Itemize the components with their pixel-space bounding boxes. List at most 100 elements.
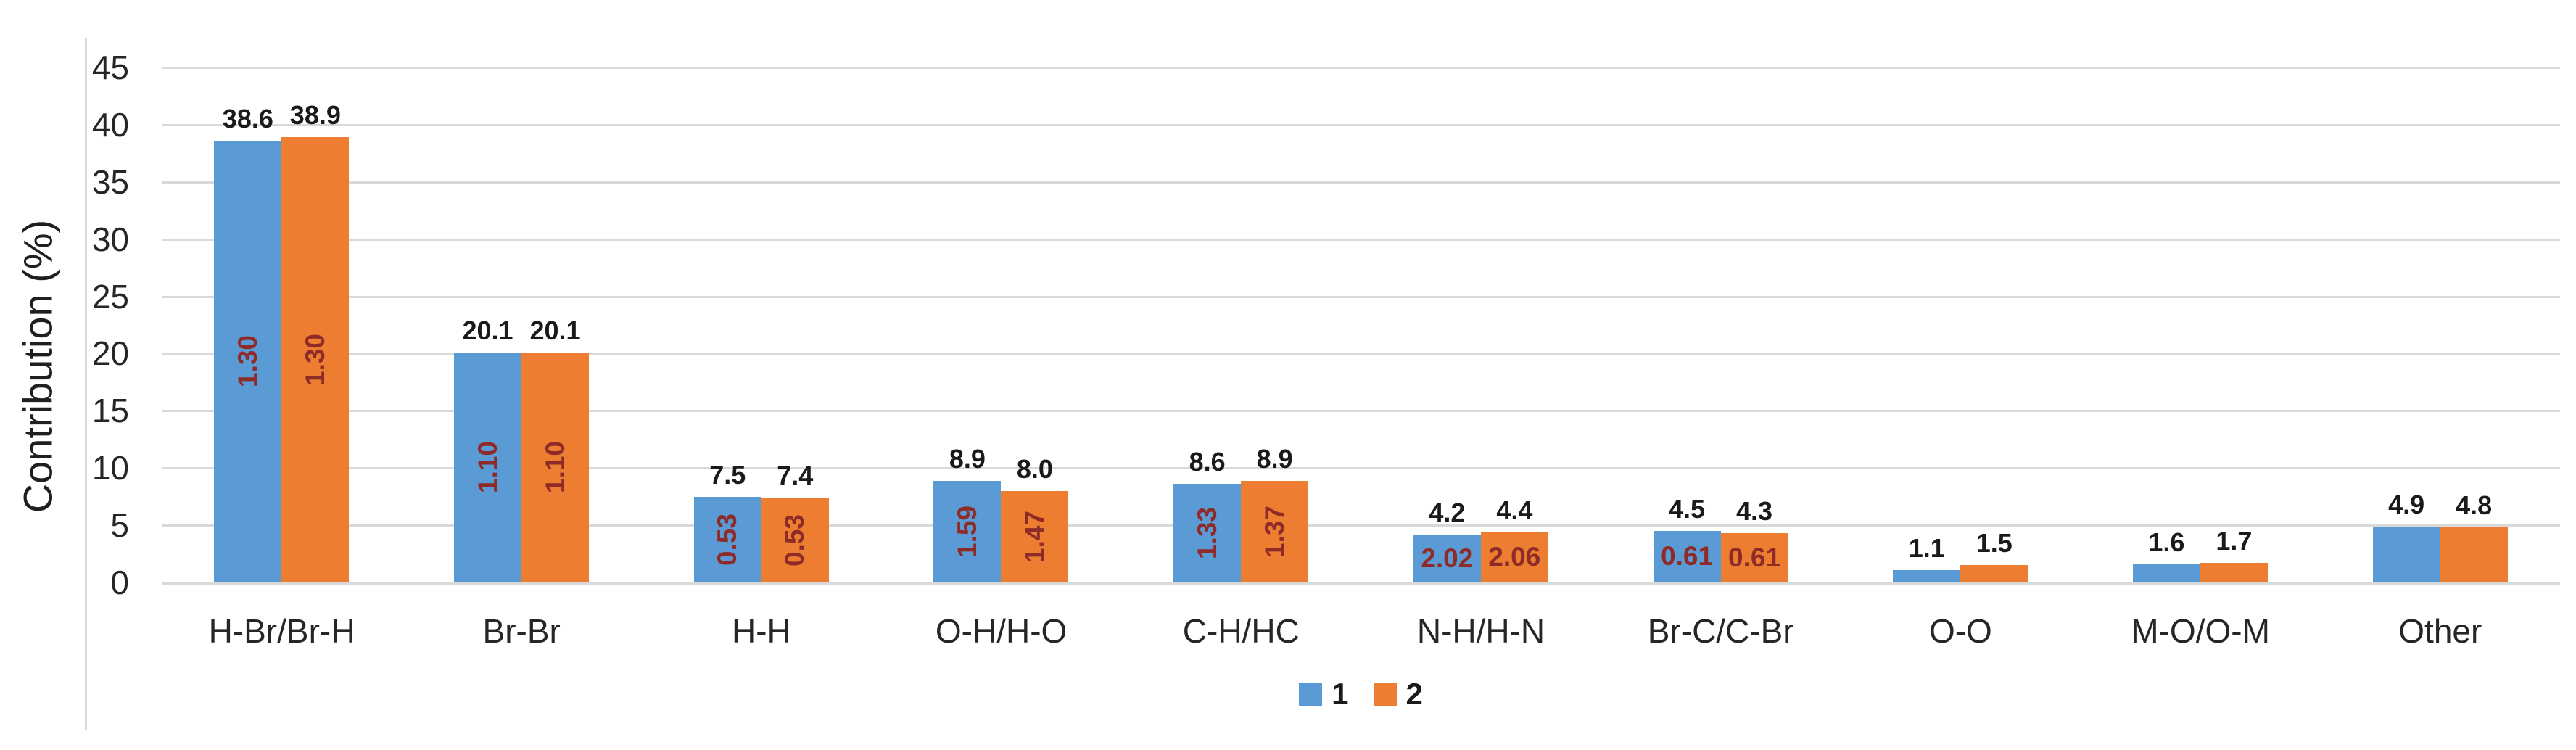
value-label-series2-6: 4.3 — [1736, 496, 1773, 527]
x-category-label-c-h-hc: C-H/HC — [1182, 612, 1300, 650]
gridline-y-40 — [162, 123, 2560, 126]
x-category-label-h-br-br-h: H-Br/Br-H — [208, 612, 355, 650]
inside-label-series1-6: 0.61 — [1661, 541, 1714, 572]
y-tick-label-30: 30 — [91, 220, 129, 258]
bar-series2-h-br-br-h[interactable] — [281, 137, 350, 582]
bar-series1-m-o-o-m[interactable] — [2132, 564, 2200, 582]
bar-series1-other[interactable] — [2372, 526, 2440, 582]
legend-label-series2: 2 — [1405, 677, 1423, 711]
value-label-series1-2: 7.5 — [709, 459, 746, 490]
inside-label-series2-0: 1.30 — [300, 334, 330, 387]
value-label-series1-8: 1.6 — [2148, 527, 2185, 557]
inside-label-wrap-series1-6: 0.61 — [1654, 531, 1721, 582]
y-tick-label-25: 25 — [91, 277, 129, 316]
value-label-series1-6: 4.5 — [1669, 493, 1706, 524]
inside-label-series2-2: 0.53 — [780, 514, 810, 566]
bar-series1-o-o[interactable] — [1893, 569, 1961, 582]
bar-series1-h-br-br-h[interactable] — [214, 140, 282, 582]
y-tick-label-35: 35 — [91, 162, 129, 201]
value-label-series1-4: 8.6 — [1189, 447, 1226, 477]
inside-label-wrap-series2-2: 0.53 — [761, 498, 829, 582]
y-axis-line — [85, 38, 87, 730]
bar-series1-o-h-h-o[interactable] — [933, 480, 1002, 582]
bar-series2-other[interactable] — [2440, 527, 2508, 582]
value-label-series2-0: 38.9 — [289, 100, 341, 131]
bar-series2-br-br[interactable] — [521, 352, 590, 582]
inside-label-series1-5: 2.02 — [1421, 543, 1474, 573]
x-category-label-o-h-h-o: O-H/H-O — [935, 612, 1068, 650]
value-label-series1-7: 1.1 — [1908, 532, 1945, 563]
inside-label-series2-5: 2.06 — [1488, 542, 1541, 572]
value-label-series2-8: 1.7 — [2216, 526, 2253, 556]
legend-item-series1[interactable]: 1 — [1299, 677, 1349, 711]
value-label-series1-1: 20.1 — [462, 315, 513, 345]
x-category-label-br-br: Br-Br — [482, 612, 561, 650]
inside-label-wrap-series1-5: 2.02 — [1413, 535, 1481, 582]
inside-label-series1-2: 0.53 — [712, 513, 743, 566]
inside-label-wrap-series1-3: 1.59 — [933, 481, 1001, 582]
y-tick-label-20: 20 — [91, 334, 129, 373]
bar-series1-c-h-hc[interactable] — [1173, 484, 1242, 582]
bar-series1-br-br[interactable] — [454, 352, 522, 582]
legend-swatch-series2-icon — [1373, 683, 1397, 706]
y-tick-label-45: 45 — [91, 48, 129, 86]
x-category-label-other: Other — [2398, 612, 2482, 650]
y-tick-label-40: 40 — [91, 105, 129, 144]
gridline-y-30 — [162, 238, 2560, 241]
y-tick-label-0: 0 — [110, 564, 129, 601]
gridline-y-20 — [162, 353, 2560, 355]
bar-series2-h-h[interactable] — [761, 498, 829, 582]
gridline-y-45 — [162, 66, 2560, 69]
gridline-y-15 — [162, 410, 2560, 413]
bar-series2-o-o[interactable] — [1960, 565, 2028, 582]
inside-label-series1-3: 1.59 — [951, 505, 982, 558]
inside-label-wrap-series2-6: 0.61 — [1721, 533, 1788, 582]
value-label-series2-5: 4.4 — [1496, 495, 1533, 525]
gridline-y-5 — [162, 524, 2560, 527]
inside-label-wrap-series1-2: 0.53 — [694, 497, 761, 582]
gridline-y-0 — [162, 582, 2560, 585]
inside-label-series2-1: 1.10 — [540, 441, 570, 494]
bar-series2-br-c-c-br[interactable] — [1720, 533, 1788, 582]
inside-label-series2-3: 1.47 — [1019, 510, 1049, 563]
x-category-label-br-c-c-br: Br-C/C-Br — [1647, 612, 1794, 650]
bar-series1-n-h-h-n[interactable] — [1413, 534, 1481, 582]
bar-series2-m-o-o-m[interactable] — [2200, 563, 2268, 582]
inside-label-series1-0: 1.30 — [232, 335, 263, 388]
value-label-series2-7: 1.5 — [1976, 528, 2012, 559]
value-label-series1-9: 4.9 — [2388, 489, 2425, 519]
bar-series1-br-c-c-br[interactable] — [1653, 530, 1721, 582]
value-label-series1-5: 4.2 — [1429, 497, 1466, 527]
gridline-y-25 — [162, 295, 2560, 298]
inside-label-wrap-series2-3: 1.47 — [1001, 491, 1068, 582]
legend-label-series1: 1 — [1332, 677, 1349, 711]
x-category-label-n-h-h-n: N-H/H-N — [1416, 612, 1545, 650]
inside-label-wrap-series2-0: 1.30 — [281, 137, 349, 582]
bar-series2-c-h-hc[interactable] — [1241, 480, 1309, 582]
inside-label-wrap-series2-1: 1.10 — [521, 353, 589, 582]
x-category-label-h-h: H-H — [732, 612, 791, 650]
inside-label-wrap-series1-0: 1.30 — [214, 141, 281, 582]
y-tick-label-15: 15 — [91, 392, 129, 430]
x-category-label-m-o-o-m: M-O/O-M — [2131, 612, 2270, 650]
gridline-y-10 — [162, 467, 2560, 470]
legend: 1 2 — [162, 679, 2560, 709]
value-label-series2-9: 4.8 — [2456, 490, 2493, 521]
inside-label-wrap-series2-5: 2.06 — [1481, 532, 1548, 582]
bar-series2-o-h-h-o[interactable] — [1001, 490, 1069, 582]
legend-item-series2[interactable]: 2 — [1373, 677, 1423, 711]
value-label-series1-0: 38.6 — [222, 103, 273, 133]
inside-label-wrap-series1-4: 1.33 — [1173, 484, 1241, 582]
inside-label-wrap-series2-4: 1.37 — [1241, 481, 1308, 582]
inside-label-wrap-series1-1: 1.10 — [454, 353, 521, 582]
value-label-series2-4: 8.9 — [1256, 443, 1293, 474]
bar-series1-h-h[interactable] — [693, 496, 761, 582]
value-label-series2-2: 7.4 — [777, 461, 814, 491]
inside-label-series1-4: 1.33 — [1192, 507, 1222, 560]
value-label-series2-3: 8.0 — [1016, 453, 1053, 484]
inside-label-series2-6: 0.61 — [1728, 543, 1781, 573]
bar-series2-n-h-h-n[interactable] — [1480, 532, 1548, 582]
inside-label-series2-4: 1.37 — [1259, 505, 1289, 558]
y-tick-label-10: 10 — [91, 449, 129, 487]
